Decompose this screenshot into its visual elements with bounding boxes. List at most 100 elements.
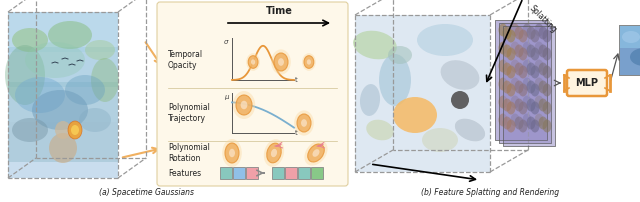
Ellipse shape: [511, 114, 520, 126]
Ellipse shape: [506, 29, 515, 42]
Ellipse shape: [522, 60, 531, 73]
Ellipse shape: [233, 91, 255, 119]
Polygon shape: [355, 15, 490, 172]
Ellipse shape: [534, 60, 543, 73]
Ellipse shape: [531, 29, 540, 42]
Ellipse shape: [531, 83, 540, 97]
Ellipse shape: [502, 44, 511, 58]
Ellipse shape: [522, 41, 531, 55]
Ellipse shape: [499, 96, 508, 108]
Ellipse shape: [531, 65, 540, 79]
Ellipse shape: [267, 143, 281, 163]
Ellipse shape: [531, 47, 540, 61]
Ellipse shape: [301, 119, 307, 127]
Ellipse shape: [499, 23, 508, 37]
Ellipse shape: [543, 83, 552, 97]
Text: (a) Spacetime Gaussians: (a) Spacetime Gaussians: [99, 188, 194, 197]
Text: $\mu$: $\mu$: [224, 93, 230, 102]
Ellipse shape: [506, 47, 515, 61]
Ellipse shape: [222, 139, 242, 167]
Ellipse shape: [366, 120, 394, 140]
Ellipse shape: [246, 53, 260, 71]
Ellipse shape: [518, 101, 527, 115]
Ellipse shape: [515, 44, 524, 58]
Ellipse shape: [538, 99, 547, 112]
Ellipse shape: [422, 128, 458, 152]
Polygon shape: [8, 47, 118, 87]
Ellipse shape: [502, 99, 511, 112]
Ellipse shape: [379, 54, 411, 106]
Ellipse shape: [515, 117, 524, 129]
Ellipse shape: [65, 75, 105, 105]
Text: Temporal
Opacity: Temporal Opacity: [168, 50, 203, 70]
FancyBboxPatch shape: [285, 167, 297, 179]
Ellipse shape: [79, 108, 111, 132]
Polygon shape: [355, 15, 490, 172]
Ellipse shape: [511, 41, 520, 55]
Ellipse shape: [68, 121, 82, 139]
Ellipse shape: [393, 97, 437, 133]
Ellipse shape: [515, 26, 524, 40]
Ellipse shape: [502, 26, 511, 40]
Ellipse shape: [543, 101, 552, 115]
Ellipse shape: [522, 23, 531, 37]
Ellipse shape: [48, 21, 92, 49]
Ellipse shape: [538, 44, 547, 58]
Ellipse shape: [515, 62, 524, 76]
Ellipse shape: [278, 58, 284, 66]
Ellipse shape: [527, 26, 536, 40]
Ellipse shape: [506, 65, 515, 79]
FancyBboxPatch shape: [157, 2, 348, 186]
Text: Features: Features: [168, 168, 201, 178]
Polygon shape: [8, 12, 118, 178]
Ellipse shape: [527, 81, 536, 94]
Text: $\sigma$: $\sigma$: [223, 38, 230, 46]
Polygon shape: [619, 25, 640, 75]
Ellipse shape: [538, 81, 547, 94]
Ellipse shape: [312, 149, 319, 157]
Ellipse shape: [515, 99, 524, 112]
Polygon shape: [499, 23, 551, 143]
Polygon shape: [8, 82, 118, 122]
Ellipse shape: [502, 81, 511, 94]
Ellipse shape: [499, 60, 508, 73]
Ellipse shape: [502, 62, 511, 76]
Ellipse shape: [91, 58, 119, 102]
Ellipse shape: [15, 77, 65, 113]
Ellipse shape: [25, 42, 85, 78]
Ellipse shape: [271, 49, 291, 75]
Ellipse shape: [297, 114, 311, 132]
Text: Polynomial
Rotation: Polynomial Rotation: [168, 143, 210, 163]
Ellipse shape: [527, 62, 536, 76]
Ellipse shape: [451, 91, 469, 109]
Ellipse shape: [388, 46, 412, 64]
Ellipse shape: [440, 60, 479, 90]
Ellipse shape: [251, 59, 255, 65]
Ellipse shape: [236, 95, 252, 115]
Ellipse shape: [531, 101, 540, 115]
Ellipse shape: [499, 114, 508, 126]
Polygon shape: [8, 12, 118, 52]
Ellipse shape: [502, 117, 511, 129]
Ellipse shape: [225, 143, 239, 163]
Ellipse shape: [302, 53, 316, 71]
Text: Splatting: Splatting: [527, 4, 558, 35]
Ellipse shape: [49, 133, 77, 163]
Text: (b) Feature Splatting and Rendering: (b) Feature Splatting and Rendering: [421, 188, 559, 197]
Ellipse shape: [353, 31, 397, 59]
Ellipse shape: [538, 117, 547, 129]
Ellipse shape: [543, 29, 552, 42]
Ellipse shape: [264, 139, 284, 167]
Ellipse shape: [85, 40, 115, 60]
Ellipse shape: [511, 60, 520, 73]
Ellipse shape: [248, 56, 258, 68]
Ellipse shape: [511, 96, 520, 108]
Ellipse shape: [534, 41, 543, 55]
Ellipse shape: [71, 125, 79, 135]
Ellipse shape: [274, 53, 288, 71]
Ellipse shape: [5, 45, 45, 105]
Ellipse shape: [499, 78, 508, 90]
Ellipse shape: [229, 149, 235, 157]
Ellipse shape: [455, 119, 485, 141]
Ellipse shape: [499, 41, 508, 55]
